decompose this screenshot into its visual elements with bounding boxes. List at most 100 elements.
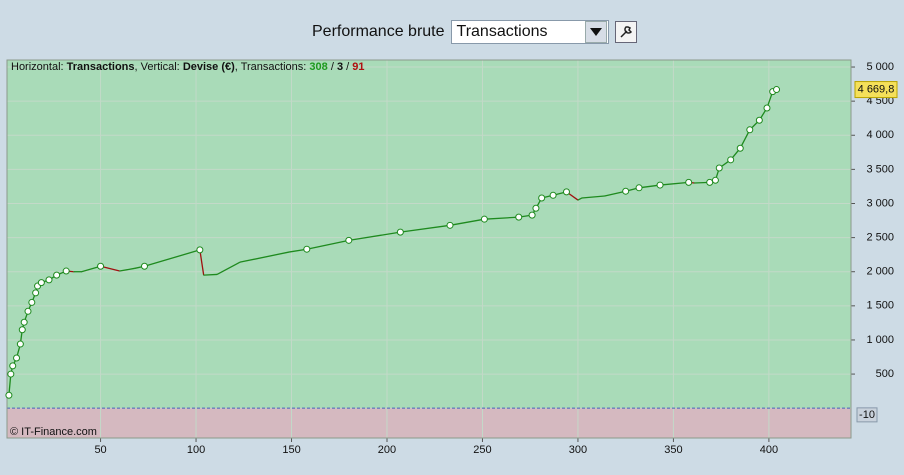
line-segment xyxy=(239,251,290,263)
point xyxy=(303,245,311,253)
positive-area xyxy=(7,60,851,409)
info-label: Horizontal: xyxy=(11,61,64,73)
line-segment xyxy=(119,267,136,272)
marker-box xyxy=(856,407,878,423)
info-label: , Transactions: xyxy=(234,61,307,73)
point xyxy=(24,307,32,315)
point xyxy=(562,188,570,196)
point xyxy=(727,156,735,164)
point xyxy=(53,271,61,279)
point xyxy=(140,262,148,270)
point xyxy=(622,187,630,195)
point xyxy=(345,236,353,244)
y-tick-label: 500 xyxy=(876,368,894,380)
y-tick-label: 3 500 xyxy=(866,163,894,175)
win-count: 308 xyxy=(309,61,328,73)
point xyxy=(706,178,714,186)
loss-count: 91 xyxy=(352,61,365,73)
last-value-label: 4 669,8 xyxy=(858,83,895,95)
x-tick-label: 200 xyxy=(378,444,396,456)
select-value: Transactions xyxy=(456,23,548,40)
point xyxy=(16,340,24,348)
separator: / xyxy=(330,61,334,73)
chart-info: Horizontal: Transactions, Vertical: Devi… xyxy=(11,61,365,73)
x-tick-label: 350 xyxy=(664,444,682,456)
point xyxy=(515,213,523,221)
point xyxy=(715,164,723,172)
line-segment xyxy=(659,181,689,186)
line-segment xyxy=(484,216,519,220)
y-tick-label: 5 000 xyxy=(866,61,894,73)
point xyxy=(20,318,28,326)
x-tick-label: 400 xyxy=(760,444,778,456)
point xyxy=(5,391,13,399)
arrow-icon xyxy=(589,28,602,36)
watermark: © IT-Finance.com xyxy=(10,426,97,438)
point xyxy=(396,228,404,236)
line-segment xyxy=(203,273,218,276)
plot-frame xyxy=(6,59,852,439)
info-label: , Vertical: xyxy=(134,61,180,73)
point xyxy=(28,298,36,306)
point xyxy=(736,144,744,152)
point xyxy=(746,126,754,134)
last-value-box xyxy=(854,81,898,99)
line-segment xyxy=(306,239,349,250)
point xyxy=(773,86,781,94)
point xyxy=(62,267,70,275)
select[interactable]: Transactions xyxy=(450,20,609,44)
y-tick-label: 3 000 xyxy=(866,197,894,209)
point xyxy=(32,289,40,297)
point xyxy=(18,326,26,334)
select-arrow[interactable] xyxy=(584,21,607,43)
point xyxy=(97,262,105,270)
point xyxy=(446,221,454,229)
y-tick-label: 1 500 xyxy=(866,300,894,312)
y-tick-label: 4 000 xyxy=(866,129,894,141)
x-tick-label: 100 xyxy=(187,444,205,456)
point xyxy=(45,276,53,284)
point xyxy=(37,279,45,287)
header-label: Performance brute xyxy=(312,23,445,40)
point xyxy=(480,215,488,223)
point xyxy=(9,362,17,370)
negative-area xyxy=(7,408,851,438)
y-tick-label: 2 000 xyxy=(866,266,894,278)
point xyxy=(685,178,693,186)
x-tick-label: 50 xyxy=(94,444,106,456)
line-segment xyxy=(199,249,205,276)
point xyxy=(763,104,771,112)
marker-label: -10 xyxy=(859,409,875,421)
point xyxy=(7,370,15,378)
point xyxy=(635,184,643,192)
info-value: Transactions xyxy=(66,61,135,73)
x-tick-label: 250 xyxy=(473,444,491,456)
info-value: Devise (€) xyxy=(182,61,235,73)
line-segment xyxy=(638,184,661,189)
point xyxy=(538,194,546,202)
x-tick-label: 150 xyxy=(282,444,300,456)
y-tick-label: 2 500 xyxy=(866,232,894,244)
separator: / xyxy=(346,61,350,73)
point xyxy=(528,211,536,219)
line-segment xyxy=(449,218,485,226)
line-segment xyxy=(144,249,201,267)
line-segment xyxy=(577,197,583,201)
point xyxy=(711,176,719,184)
line-segment xyxy=(216,261,241,276)
line-segment xyxy=(604,190,626,197)
line-segment xyxy=(400,224,451,233)
point xyxy=(755,116,763,124)
y-tick-label: 1 000 xyxy=(866,334,894,346)
point xyxy=(549,191,557,199)
settings-button[interactable] xyxy=(614,21,637,43)
line-segment xyxy=(348,231,401,241)
point xyxy=(196,246,204,254)
x-tick-label: 300 xyxy=(569,444,587,456)
point xyxy=(656,181,664,189)
line-segment xyxy=(581,195,605,199)
line-segment xyxy=(8,374,12,396)
point xyxy=(13,354,21,362)
